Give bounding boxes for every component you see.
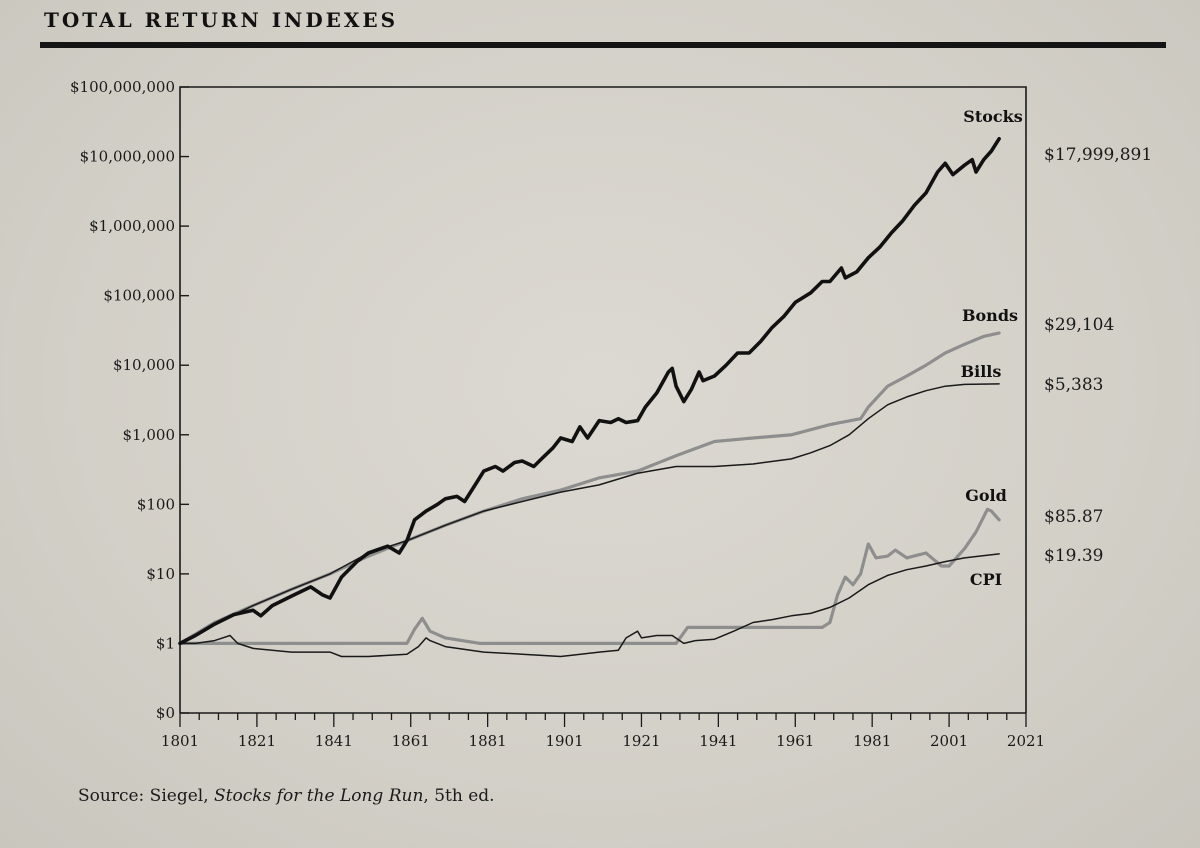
end-value-cpi: $19.39 — [1044, 546, 1103, 566]
y-tick-label: $1,000 — [123, 426, 176, 444]
end-value-gold: $85.87 — [1044, 507, 1103, 527]
x-tick-label: 2001 — [930, 732, 968, 750]
chart-axes: $0 $1 $10 $100 $1,000 $10,000 $100,000 $1,000,0… — [70, 78, 1045, 750]
end-value-stocks: $17,999,891 — [1044, 145, 1152, 165]
y-tick-label: $100 — [137, 495, 175, 513]
x-tick-label: 1861 — [392, 732, 430, 750]
section-heading: TOTAL RETURN INDEXES — [44, 8, 399, 32]
y-tick-label: $100,000 — [103, 287, 175, 305]
y-tick-label: $1 — [156, 634, 175, 652]
x-tick-label: 2021 — [1007, 732, 1045, 750]
x-tick-label: 1841 — [315, 732, 353, 750]
x-tick-label: 1961 — [776, 732, 814, 750]
source-suffix: , 5th ed. — [423, 786, 495, 806]
series-label-bills: Bills — [961, 362, 1002, 381]
chart-series — [178, 137, 1001, 658]
end-value-bills: $5,383 — [1044, 375, 1103, 395]
series-line-cpi — [179, 553, 1000, 658]
series-line-bills — [179, 383, 1000, 645]
series-label-cpi: CPI — [970, 570, 1002, 589]
x-tick-label: 1881 — [469, 732, 507, 750]
series-line-bonds — [178, 331, 1001, 646]
source-note: Source: Siegel, Stocks for the Long Run,… — [78, 786, 495, 806]
series-label-stocks: Stocks — [963, 107, 1022, 126]
y-tick-label: $0 — [156, 704, 175, 722]
x-tick-label: 1801 — [161, 732, 199, 750]
x-tick-label: 1941 — [699, 732, 737, 750]
source-prefix: Source: Siegel, — [78, 786, 214, 806]
x-tick-label: 1921 — [622, 732, 660, 750]
y-tick-label: $1,000,000 — [89, 217, 175, 235]
series-label-gold: Gold — [965, 486, 1007, 505]
source-title: Stocks for the Long Run — [214, 786, 424, 806]
heading-rule — [40, 42, 1166, 48]
series-line-gold — [178, 507, 1001, 646]
series-label-bonds: Bonds — [962, 306, 1018, 325]
x-tick-label: 1821 — [238, 732, 276, 750]
x-tick-label: 1981 — [853, 732, 891, 750]
chart-labels: Stocks $17,999,891 Bonds $29,104 Bills $5,383… — [961, 107, 1153, 589]
plot-frame — [179, 86, 1027, 713]
y-tick-label: $100,000,000 — [70, 78, 175, 96]
series-line-stocks — [178, 137, 1001, 646]
y-tick-label: $10 — [146, 565, 175, 583]
end-value-bonds: $29,104 — [1044, 315, 1114, 335]
y-tick-label: $10,000 — [113, 356, 175, 374]
x-tick-label: 1901 — [545, 732, 583, 750]
y-tick-label: $10,000,000 — [80, 148, 175, 166]
